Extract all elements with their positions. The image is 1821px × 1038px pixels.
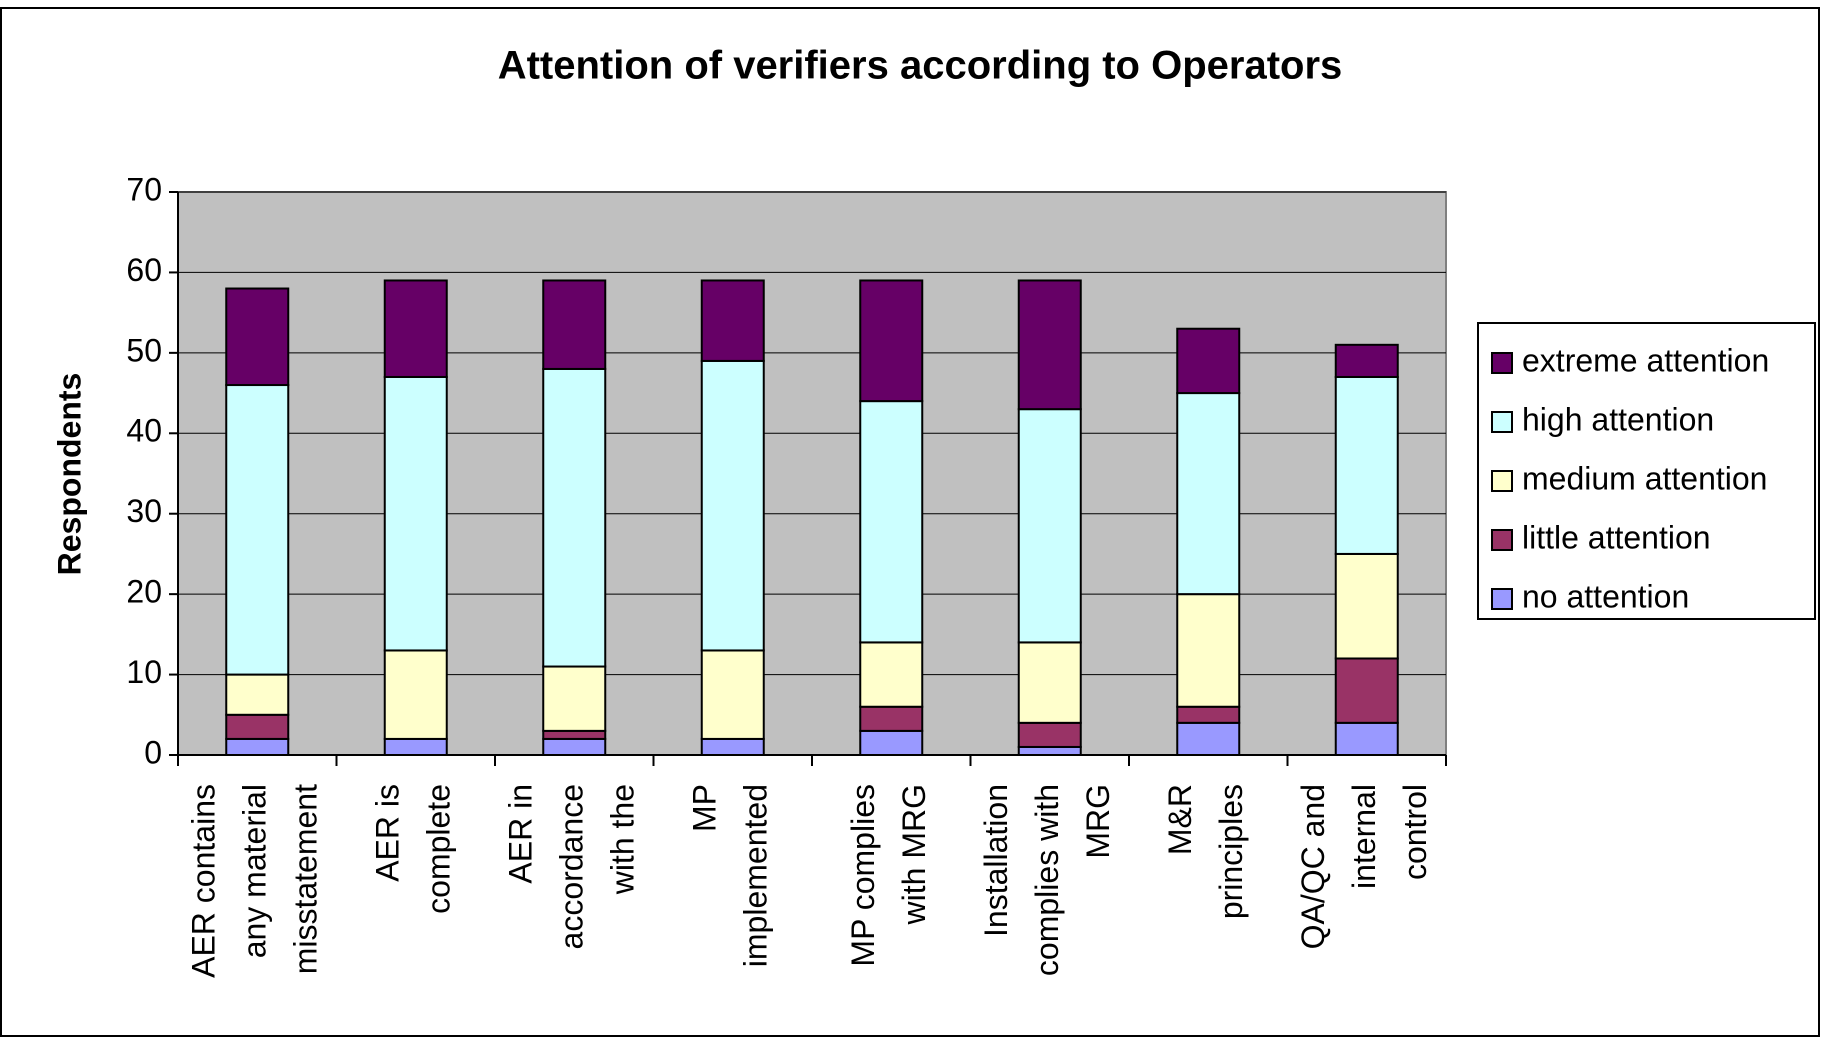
bar-segment: [1017, 721, 1082, 748]
bar-segment: [1017, 279, 1082, 411]
bar-segment: [1334, 657, 1399, 724]
bar-segment: [225, 673, 290, 716]
bar-segment: [1017, 745, 1082, 757]
x-tick-label: MP: [687, 784, 723, 832]
bar-segment: [859, 705, 924, 732]
bar-segment: [383, 375, 448, 652]
bar-segment: [1334, 343, 1399, 378]
bar-segment: [1334, 721, 1399, 756]
x-tick-label: AER contains: [186, 784, 222, 978]
bar-segment: [1176, 721, 1241, 756]
bar-segment: [1017, 641, 1082, 724]
bar-segment: [700, 279, 765, 362]
bar-segment: [700, 359, 765, 652]
x-tick-label: AER is: [370, 784, 406, 882]
y-tick-label: 50: [126, 332, 162, 368]
x-tick-label: M&R: [1162, 784, 1198, 855]
y-axis-label: Respondents: [51, 373, 87, 576]
bar-segment: [225, 737, 290, 757]
y-tick-label: 60: [126, 252, 162, 288]
bar-segment: [542, 367, 607, 668]
bar-segment: [225, 287, 290, 387]
x-tick-label: any material: [237, 784, 273, 958]
bar-segment: [225, 384, 290, 676]
bar-segment: [1334, 375, 1399, 555]
legend-label: no attention: [1522, 578, 1689, 614]
legend-swatch: [1491, 411, 1513, 433]
chart-title: Attention of verifiers according to Oper…: [498, 44, 1343, 88]
plot-area: [177, 191, 1447, 756]
legend-swatch: [1491, 352, 1513, 374]
x-tick-label: control: [1397, 784, 1433, 880]
x-tick-label: implemented: [738, 784, 774, 967]
x-tick-label: Installation: [978, 784, 1014, 937]
legend-label: little attention: [1522, 519, 1711, 555]
y-tick-label: 20: [126, 574, 162, 610]
bar-segment: [542, 279, 607, 370]
legend-swatch: [1491, 529, 1513, 551]
bar-segment: [1334, 552, 1399, 660]
x-tick-label: AER in: [503, 784, 539, 884]
bar-segment: [1017, 408, 1082, 644]
bar-segment: [859, 400, 924, 644]
x-tick-label: accordance: [554, 784, 590, 949]
x-tick-label: misstatement: [288, 784, 324, 974]
bar-segment: [1176, 705, 1241, 724]
bar-segment: [859, 641, 924, 708]
legend-label: medium attention: [1522, 460, 1767, 496]
y-tick-label: 10: [126, 654, 162, 690]
bar-segment: [1176, 593, 1241, 708]
legend-box: [1477, 322, 1816, 620]
bar-segment: [700, 649, 765, 740]
y-tick-label: 40: [126, 413, 162, 449]
x-tick-label: principles: [1213, 784, 1249, 919]
x-tick-label: MP complies: [845, 784, 881, 967]
legend-label: extreme attention: [1522, 342, 1769, 378]
bar-segment: [1176, 327, 1241, 395]
bar-segment: [383, 649, 448, 740]
legend-swatch: [1491, 470, 1513, 492]
bar-segment: [859, 279, 924, 403]
bar-segment: [542, 729, 607, 740]
legend-label: high attention: [1522, 401, 1714, 437]
x-tick-label: complete: [421, 784, 457, 914]
x-tick-label: MRG: [1080, 784, 1116, 859]
x-tick-label: complies with: [1029, 784, 1065, 976]
y-tick-label: 0: [144, 734, 162, 770]
bar-segment: [542, 737, 607, 757]
x-tick-label: internal: [1346, 784, 1382, 889]
legend-swatch: [1491, 588, 1513, 610]
bar-segment: [1176, 392, 1241, 596]
y-tick-label: 30: [126, 493, 162, 529]
bar-segment: [383, 279, 448, 378]
x-tick-label: QA/QC and: [1295, 784, 1331, 949]
y-tick-label: 70: [126, 171, 162, 207]
bar-segment: [542, 665, 607, 732]
bar-segment: [383, 737, 448, 757]
bar-segment: [859, 729, 924, 756]
bar-segment: [700, 737, 765, 757]
bar-segment: [225, 713, 290, 740]
x-tick-label: with the: [605, 784, 641, 895]
x-tick-label: with MRG: [896, 784, 932, 925]
